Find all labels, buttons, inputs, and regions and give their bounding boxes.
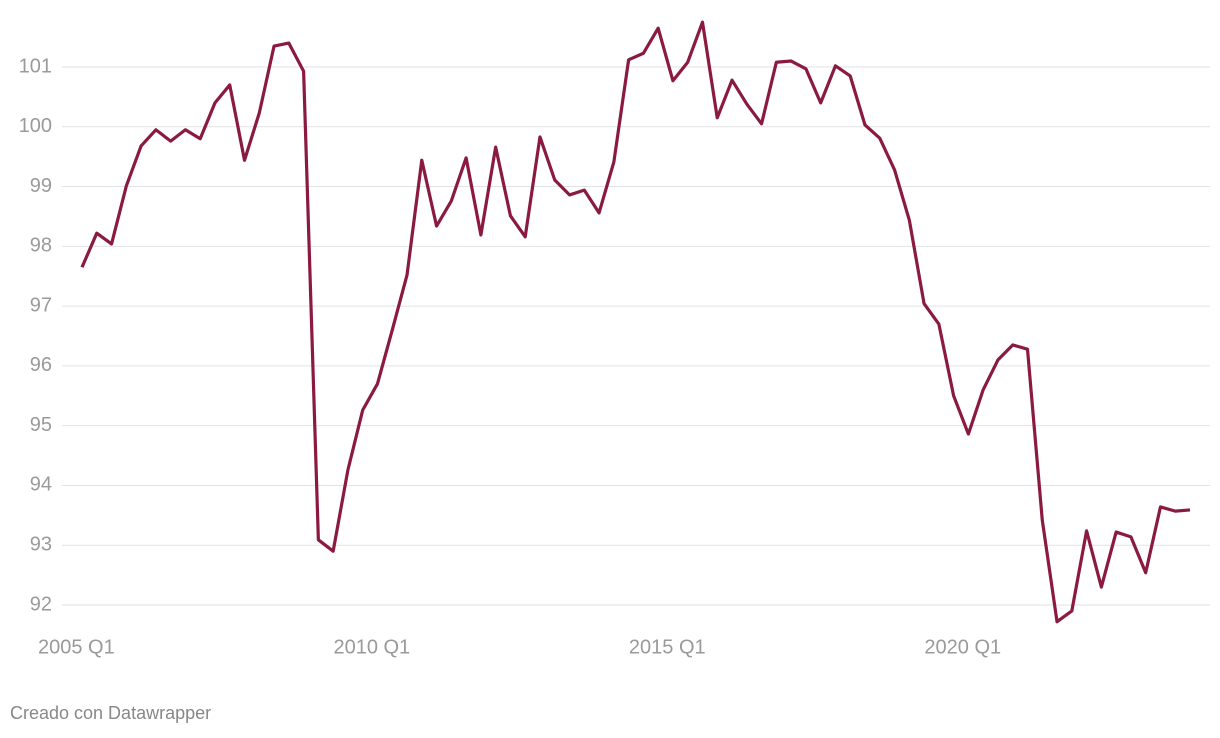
y-tick-label: 92 bbox=[30, 593, 52, 615]
y-tick-label: 101 bbox=[19, 55, 52, 77]
y-tick-label: 98 bbox=[30, 235, 52, 257]
y-tick-label: 96 bbox=[30, 354, 52, 376]
x-tick-label: 2005 Q1 bbox=[38, 636, 115, 658]
y-tick-label: 95 bbox=[30, 414, 52, 436]
y-tick-label: 100 bbox=[19, 115, 52, 137]
y-tick-label: 94 bbox=[30, 474, 52, 496]
x-tick-label: 2010 Q1 bbox=[333, 636, 410, 658]
y-tick-label: 97 bbox=[30, 294, 52, 316]
data-line bbox=[80, 20, 1191, 624]
x-tick-label: 2020 Q1 bbox=[924, 636, 1001, 658]
y-tick-label: 99 bbox=[30, 175, 52, 197]
footer: Creado con Datawrapper bbox=[10, 703, 211, 723]
y-tick-label: 93 bbox=[30, 533, 52, 555]
x-tick-label: 2015 Q1 bbox=[629, 636, 706, 658]
